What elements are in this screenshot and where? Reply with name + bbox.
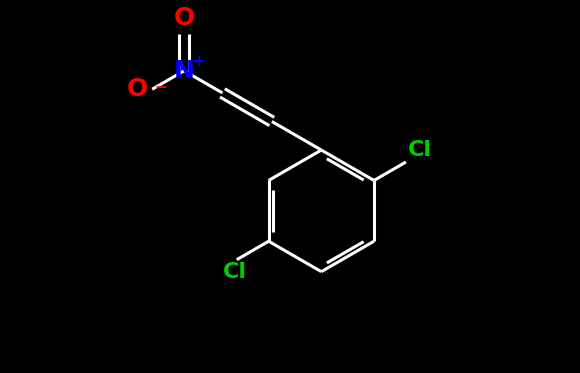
Text: O: O xyxy=(126,77,148,101)
Text: Cl: Cl xyxy=(408,140,432,160)
Text: Cl: Cl xyxy=(223,261,247,282)
Text: N: N xyxy=(173,59,194,83)
Text: −: − xyxy=(154,80,167,95)
Text: O: O xyxy=(173,6,195,29)
Text: +: + xyxy=(192,54,205,69)
